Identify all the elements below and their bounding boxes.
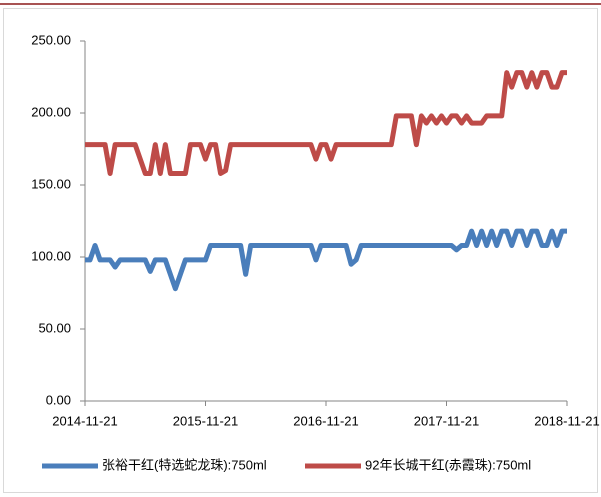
- y-tick-label: 100.00: [31, 248, 71, 263]
- y-tick-label: 0.00: [46, 392, 71, 407]
- series-line: [85, 228, 567, 292]
- y-tick-label: 50.00: [38, 320, 71, 335]
- x-tick-label: 2016-11-21: [293, 413, 359, 428]
- series-line: [85, 70, 567, 176]
- x-tick-label: 2017-11-21: [414, 413, 480, 428]
- x-tick-label: 2014-11-21: [52, 413, 118, 428]
- y-tick-label: 200.00: [31, 104, 71, 119]
- x-tick-label: 2015-11-21: [173, 413, 239, 428]
- y-tick-label: 150.00: [31, 176, 71, 191]
- y-tick-label: 250.00: [31, 32, 71, 47]
- legend-label: 92年长城干红(赤霞珠):750ml: [365, 457, 531, 472]
- chart-frame: [3, 8, 598, 493]
- legend-label: 张裕干红(特选蛇龙珠):750ml: [102, 457, 267, 472]
- x-tick-label: 2018-11-21: [534, 413, 600, 428]
